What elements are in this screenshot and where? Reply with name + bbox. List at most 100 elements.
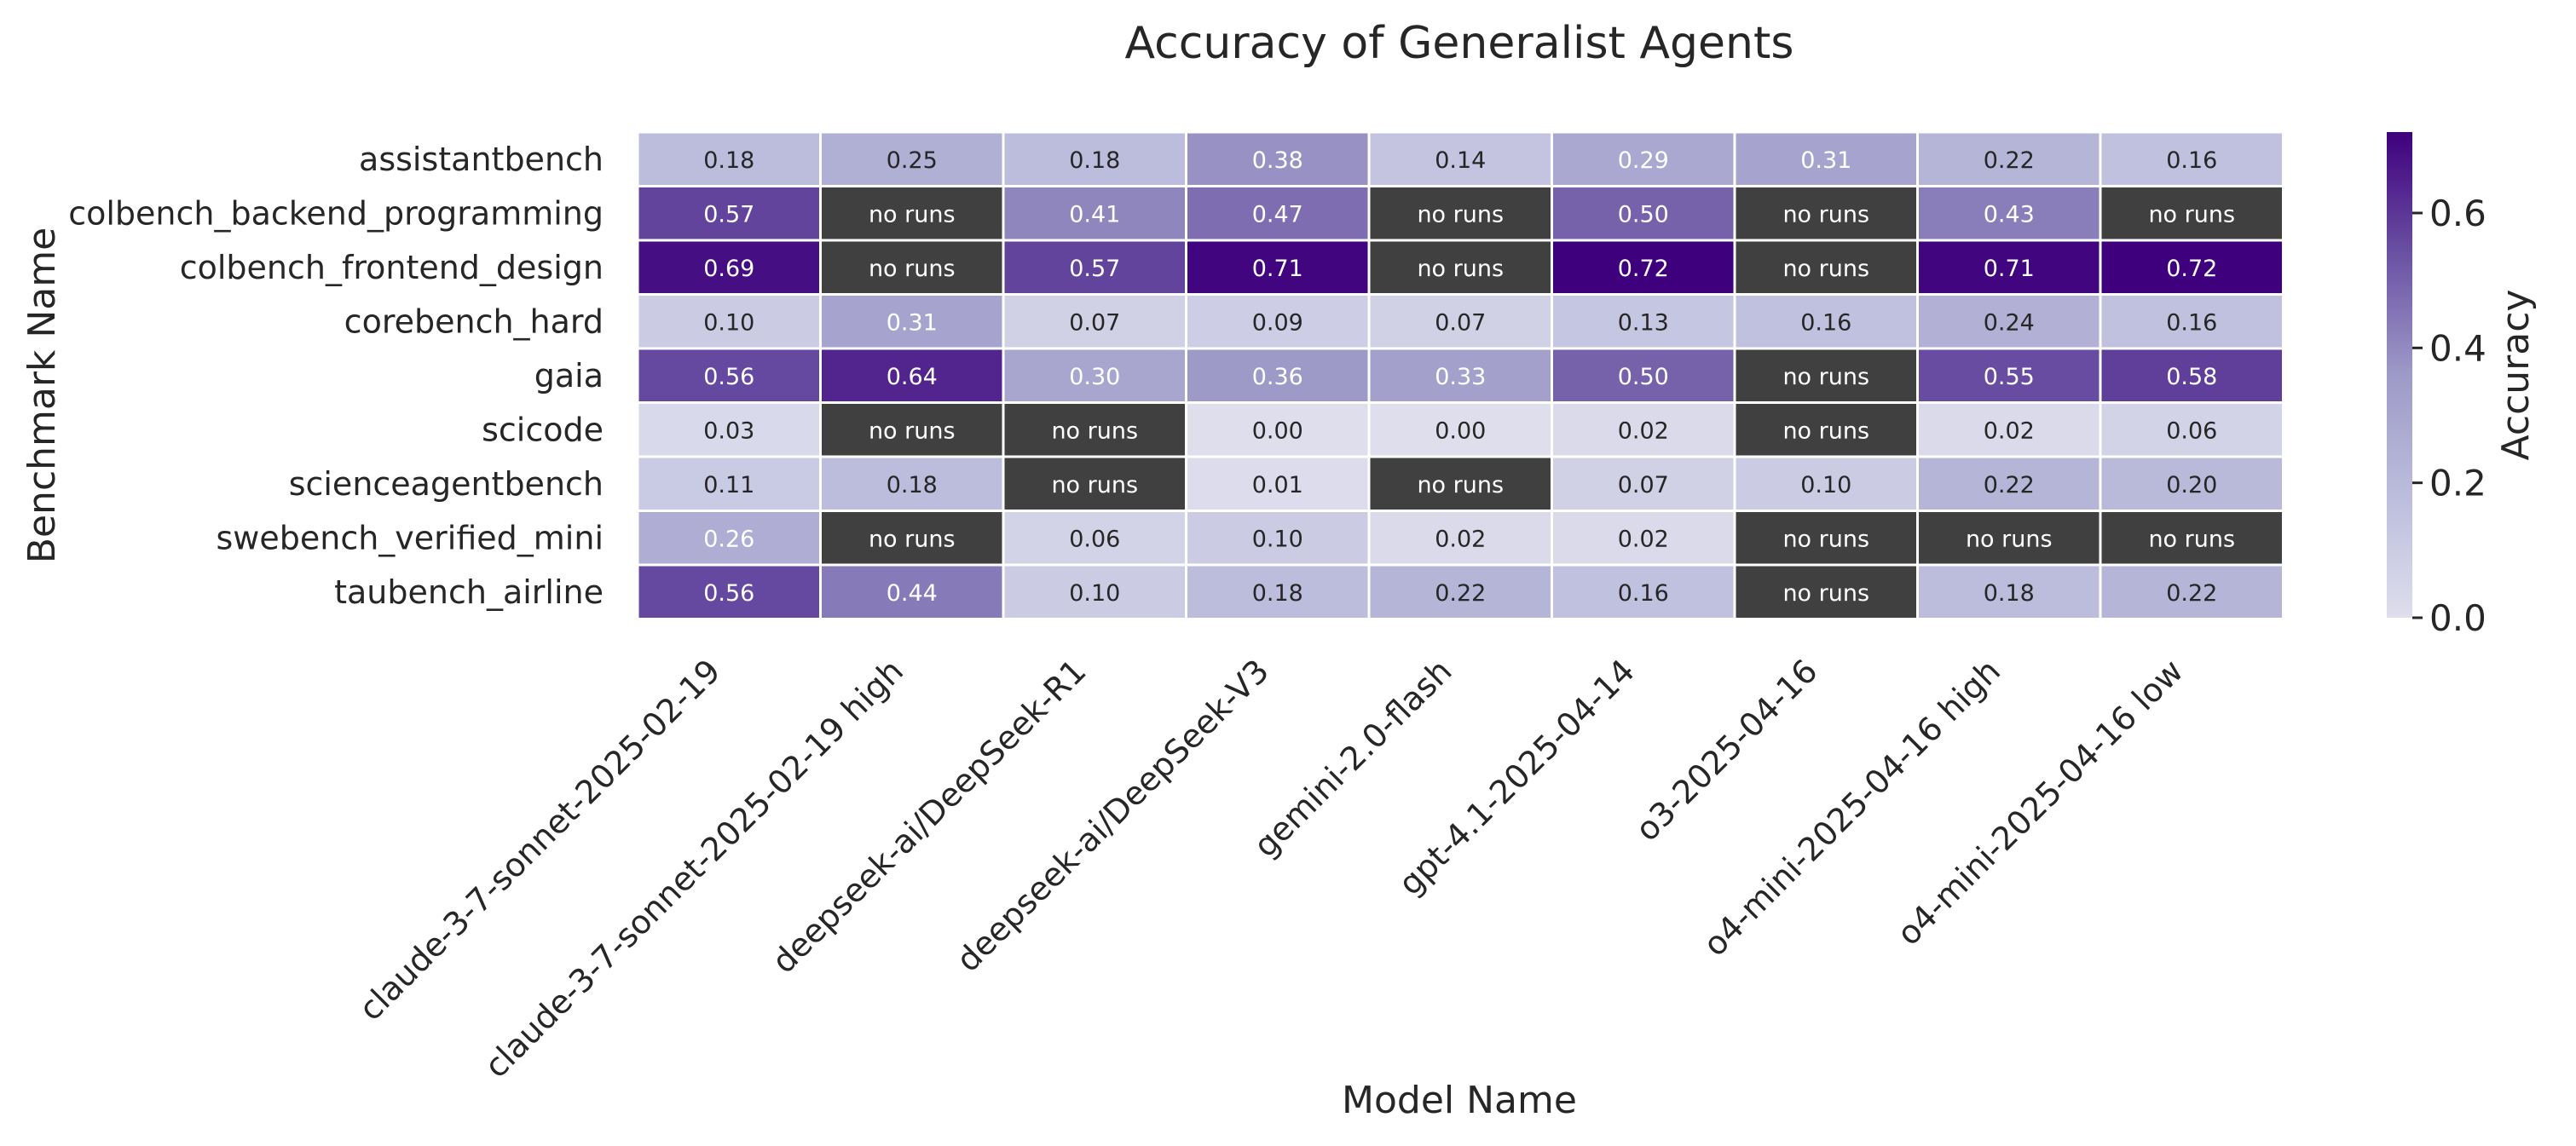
cell-value-label: 0.16 bbox=[1618, 580, 1669, 607]
heatmap-cell bbox=[819, 293, 1005, 350]
cell-value-label: 0.07 bbox=[1618, 472, 1669, 498]
heatmap-cell bbox=[1185, 563, 1371, 620]
cell-value-label: 0.09 bbox=[1252, 309, 1303, 336]
cell-value-label: 0.03 bbox=[703, 418, 754, 444]
cell-value-label: 0.58 bbox=[2166, 364, 2217, 390]
cell-value-label: 0.20 bbox=[2166, 472, 2217, 498]
cell-value-label: 0.72 bbox=[1618, 256, 1669, 282]
heatmap-cell bbox=[1916, 185, 2102, 242]
cell-value-label: 0.18 bbox=[703, 147, 754, 174]
cell-value-label: no runs bbox=[1051, 472, 1138, 498]
cell-value-label: 0.25 bbox=[887, 147, 938, 174]
x-tick-label: claude-3-7-sonnet-2025-02-19 bbox=[351, 652, 727, 1028]
cell-value-label: 0.57 bbox=[1069, 256, 1120, 282]
cell-value-label: 0.02 bbox=[1984, 418, 2035, 444]
cell-value-label: 0.24 bbox=[1984, 309, 2035, 336]
cell-value-label: 0.22 bbox=[2166, 580, 2217, 607]
heatmap-cell bbox=[1002, 510, 1187, 567]
cell-value-label: 0.06 bbox=[1069, 526, 1120, 552]
cell-value-label: 0.72 bbox=[2166, 256, 2217, 282]
heatmap-cell bbox=[819, 563, 1005, 620]
x-tick-label: gemini-2.0-flash bbox=[1246, 652, 1458, 864]
cell-value-label: 0.11 bbox=[703, 472, 754, 498]
heatmap-cell bbox=[636, 239, 822, 296]
x-tick-label: claude-3-7-sonnet-2025-02-19 high bbox=[477, 652, 910, 1085]
cell-value-label: 0.10 bbox=[703, 309, 754, 336]
cell-value-label: 0.02 bbox=[1618, 418, 1669, 444]
heatmap-cell bbox=[1733, 455, 1919, 512]
cell-value-label: 0.33 bbox=[1435, 364, 1486, 390]
cell-value-label: 0.56 bbox=[703, 580, 754, 607]
cell-value-label: no runs bbox=[1782, 580, 1869, 607]
cell-value-label: 0.16 bbox=[2166, 147, 2217, 174]
cell-value-label: 0.22 bbox=[1984, 147, 2035, 174]
heatmap-cell bbox=[636, 455, 822, 512]
cell-value-label: 0.36 bbox=[1252, 364, 1303, 390]
heatmap-cell bbox=[2099, 510, 2284, 567]
heatmap-cell bbox=[2099, 347, 2284, 404]
y-axis-label: Benchmark Name bbox=[20, 227, 64, 563]
cell-value-label: 0.50 bbox=[1618, 201, 1669, 227]
cell-value-label: 0.30 bbox=[1069, 364, 1120, 390]
heatmap-cell bbox=[636, 347, 822, 404]
cell-value-label: 0.07 bbox=[1069, 309, 1120, 336]
cell-value-label: 0.16 bbox=[1800, 309, 1851, 336]
heatmap-cell bbox=[819, 455, 1005, 512]
heatmap-cell bbox=[1185, 401, 1371, 458]
y-tick-labels: assistantbench colbench_backend_programmi… bbox=[68, 141, 604, 611]
cell-value-label: no runs bbox=[1782, 526, 1869, 552]
heatmap-cell bbox=[2099, 239, 2284, 296]
heatmap-cell bbox=[1367, 455, 1553, 512]
cell-value-label: 0.18 bbox=[1252, 580, 1303, 607]
heatmap-cell bbox=[1733, 185, 1919, 242]
heatmap-cell bbox=[1551, 563, 1736, 620]
heatmap-cell bbox=[636, 510, 822, 567]
cell-value-label: no runs bbox=[869, 256, 956, 282]
cell-value-label: no runs bbox=[1782, 201, 1869, 227]
cell-value-label: 0.14 bbox=[1435, 147, 1486, 174]
cell-value-label: no runs bbox=[2148, 526, 2235, 552]
heatmap-cell bbox=[1002, 185, 1187, 242]
heatmap-cell bbox=[636, 130, 822, 187]
heatmap-cell bbox=[1367, 563, 1553, 620]
chart-title: Accuracy of Generalist Agents bbox=[1125, 18, 1794, 69]
colorbar-tick-label: 0.6 bbox=[2429, 193, 2486, 234]
x-axis-label: Model Name bbox=[1342, 1079, 1577, 1122]
x-tick-labels: claude-3-7-sonnet-2025-02-19claude-3-7-s… bbox=[351, 652, 2190, 1085]
cell-value-label: 0.18 bbox=[1069, 147, 1120, 174]
y-tick-label: corebench_hard bbox=[344, 302, 604, 340]
cell-value-label: 0.16 bbox=[2166, 309, 2217, 336]
cell-value-label: 0.43 bbox=[1984, 201, 2035, 227]
heatmap-cell bbox=[1916, 401, 2102, 458]
cell-value-label: 0.29 bbox=[1618, 147, 1669, 174]
cell-value-label: no runs bbox=[2148, 201, 2235, 227]
colorbar-ticks: 0.0 0.2 0.4 0.6 bbox=[2412, 193, 2486, 639]
cell-value-label: 0.07 bbox=[1435, 309, 1486, 336]
heatmap-cell bbox=[1551, 401, 1736, 458]
heatmap-cell bbox=[1367, 185, 1553, 242]
cell-value-label: no runs bbox=[869, 526, 956, 552]
cell-value-label: 0.01 bbox=[1252, 472, 1303, 498]
heatmap-cell bbox=[1551, 130, 1736, 187]
y-tick-label: scienceagentbench bbox=[289, 465, 604, 503]
cell-value-label: 0.10 bbox=[1069, 580, 1120, 607]
heatmap-cell bbox=[1185, 239, 1371, 296]
x-tick-label: deepseek-ai/DeepSeek-V3 bbox=[949, 652, 1276, 979]
heatmap-cell bbox=[1367, 239, 1553, 296]
x-tick-label: o4-mini-2025-04-16 high bbox=[1696, 652, 2007, 963]
cell-value-label: no runs bbox=[1966, 526, 2053, 552]
cell-value-label: no runs bbox=[869, 201, 956, 227]
colorbar-tick-label: 0.2 bbox=[2429, 463, 2486, 504]
cell-value-label: 0.56 bbox=[703, 364, 754, 390]
cell-value-label: 0.31 bbox=[1800, 147, 1851, 174]
cell-value-label: 0.64 bbox=[887, 364, 938, 390]
cell-value-label: 0.10 bbox=[1800, 472, 1851, 498]
heatmap-cell bbox=[2099, 563, 2284, 620]
heatmap-cell bbox=[1367, 401, 1553, 458]
cell-value-label: no runs bbox=[1417, 256, 1504, 282]
cell-value-label: 0.31 bbox=[887, 309, 938, 336]
cell-value-label: 0.00 bbox=[1435, 418, 1486, 444]
cell-value-label: 0.44 bbox=[887, 580, 938, 607]
heatmap-cell bbox=[1185, 293, 1371, 350]
